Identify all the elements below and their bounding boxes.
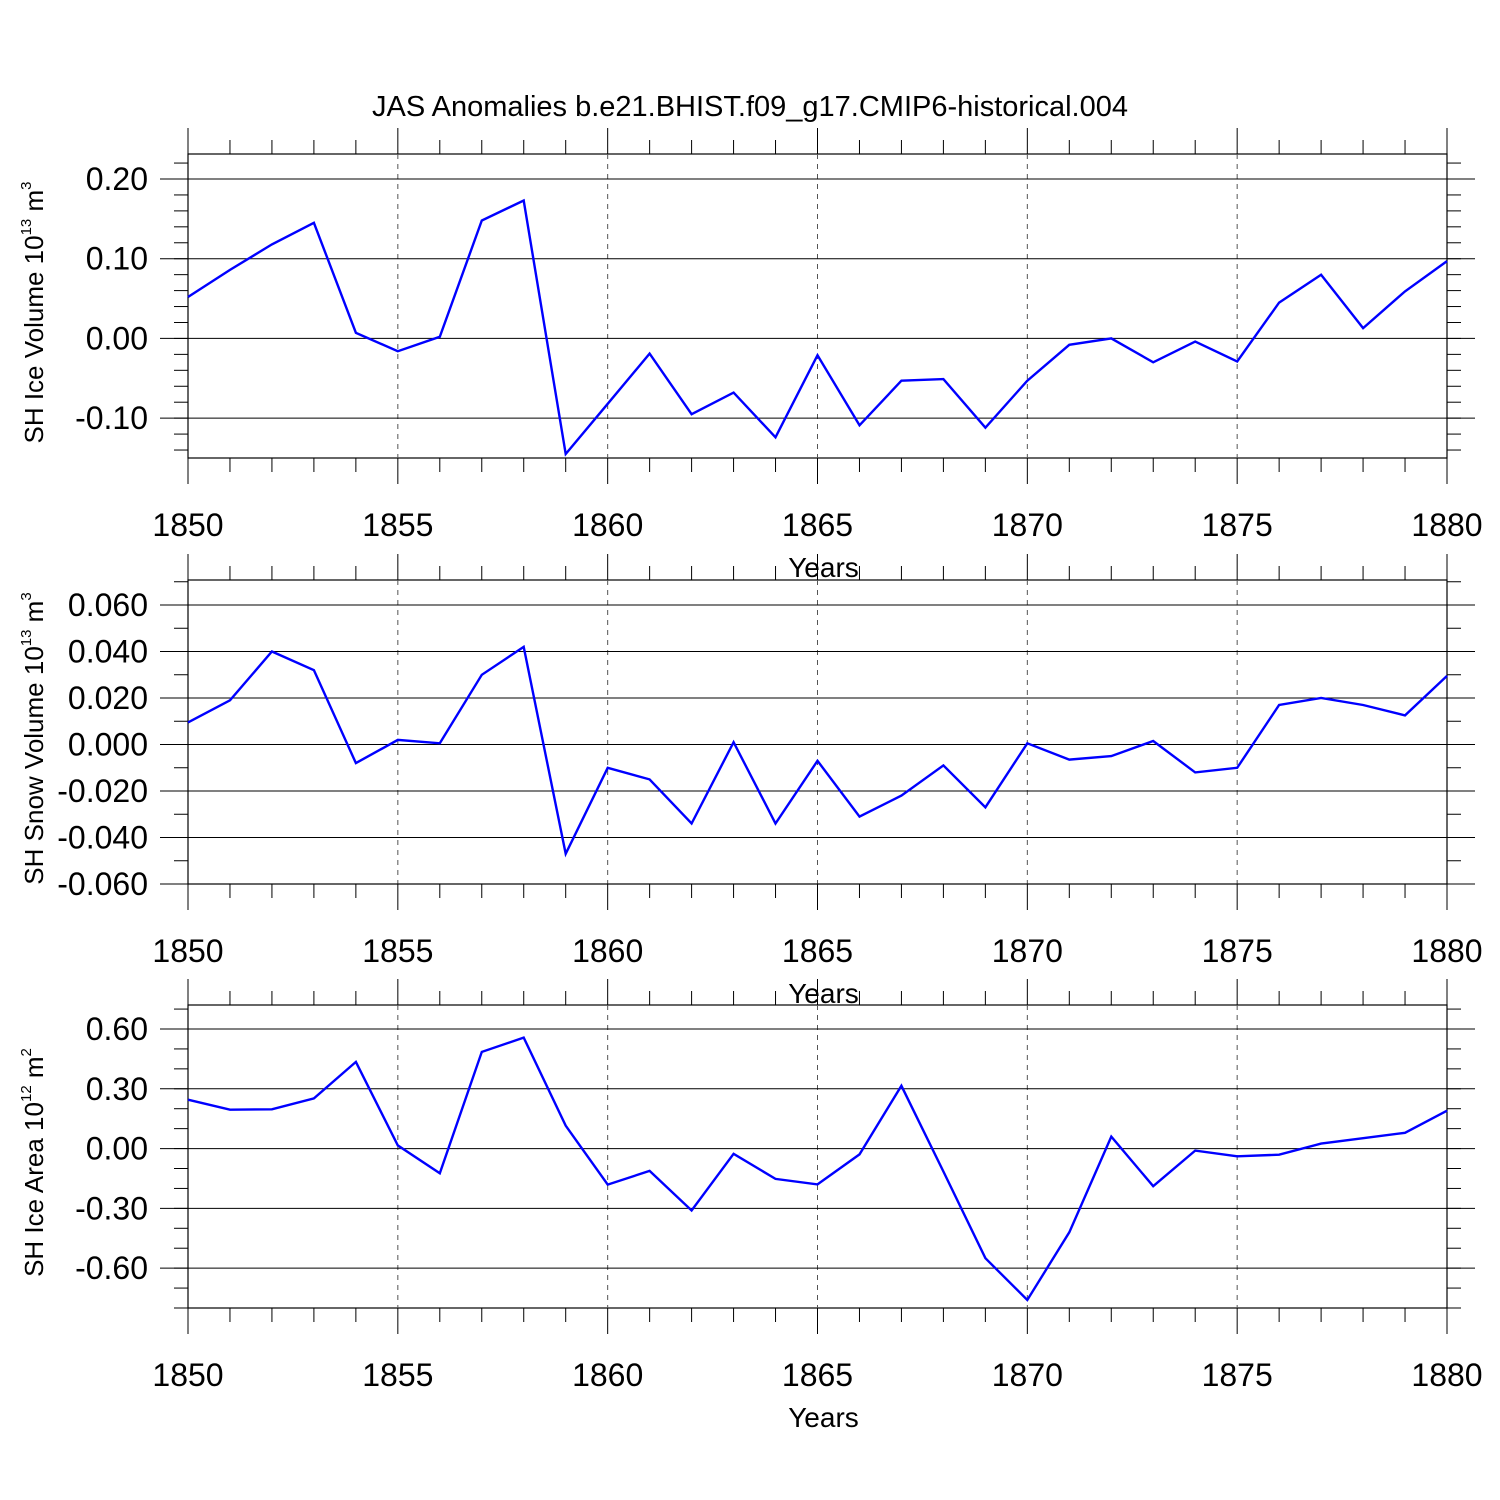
x-tick-label: 1855	[362, 507, 433, 543]
x-tick-label: 1855	[362, 933, 433, 969]
y-axis-label: SH Snow Volume 1013 m3	[18, 592, 49, 884]
x-tick-label: 1875	[1202, 933, 1273, 969]
x-tick-label: 1860	[572, 507, 643, 543]
x-tick-label: 1850	[152, 507, 223, 543]
x-tick-label: 1865	[782, 507, 853, 543]
chart-panels: 0.20 0.10 0.00 -0.10 1850 1855 1860 1865 1870 187…	[18, 128, 1483, 1433]
x-tick-label: 1880	[1411, 1357, 1482, 1393]
x-tick-label: 1850	[152, 933, 223, 969]
x-tick-label: 1870	[992, 507, 1063, 543]
series-line	[187, 1036, 1448, 1302]
y-tick-label: -0.040	[57, 820, 148, 856]
y-tick-label: 0.060	[68, 587, 148, 623]
x-axis-label: Years	[788, 978, 859, 1009]
chart-panel-ice-area: 0.60 0.30 0.00 -0.30 -0.60 1850 1855 1860 1865 18…	[18, 979, 1483, 1433]
chart-title: JAS Anomalies b.e21.BHIST.f09_g17.CMIP6-…	[372, 91, 1128, 123]
x-tick-label: 1865	[782, 1357, 853, 1393]
x-axis-label: Years	[788, 552, 859, 583]
series-line	[187, 198, 1448, 457]
y-tick-label: 0.20	[86, 161, 148, 197]
y-tick-label: -0.30	[75, 1190, 148, 1226]
chart-panel-ice-volume: 0.20 0.10 0.00 -0.10 1850 1855 1860 1865 1870 187…	[18, 128, 1483, 583]
y-tick-label: 0.020	[68, 680, 148, 716]
series-line	[187, 644, 1448, 858]
x-tick-label: 1875	[1202, 1357, 1273, 1393]
x-tick-label: 1880	[1411, 507, 1482, 543]
y-axis-label: SH Ice Area 1012 m2	[18, 1048, 49, 1277]
x-tick-label: 1860	[572, 1357, 643, 1393]
x-axis-label: Years	[788, 1402, 859, 1433]
x-tick-label: 1865	[782, 933, 853, 969]
y-tick-label: 0.10	[86, 241, 148, 277]
x-tick-label: 1870	[992, 933, 1063, 969]
x-tick-label: 1860	[572, 933, 643, 969]
y-tick-label: 0.30	[86, 1071, 148, 1107]
x-tick-label: 1850	[152, 1357, 223, 1393]
y-tick-label: 0.040	[68, 634, 148, 670]
y-tick-label: -0.020	[57, 773, 148, 809]
y-tick-label: 0.60	[86, 1011, 148, 1047]
y-tick-label: -0.10	[75, 400, 148, 436]
y-tick-label: -0.060	[57, 866, 148, 902]
y-tick-label: -0.60	[75, 1250, 148, 1286]
y-tick-label: 0.00	[86, 320, 148, 356]
x-tick-label: 1870	[992, 1357, 1063, 1393]
x-tick-label: 1875	[1202, 507, 1273, 543]
y-axis-label: SH Ice Volume 1013 m3	[18, 181, 49, 443]
x-tick-label: 1855	[362, 1357, 433, 1393]
chart-panel-snow-volume: 0.0600.0400.0200.000-0.020-0.040-0.06018…	[18, 554, 1483, 1009]
y-tick-label: 0.000	[68, 727, 148, 763]
x-tick-label: 1880	[1411, 933, 1482, 969]
y-tick-label: 0.00	[86, 1131, 148, 1167]
